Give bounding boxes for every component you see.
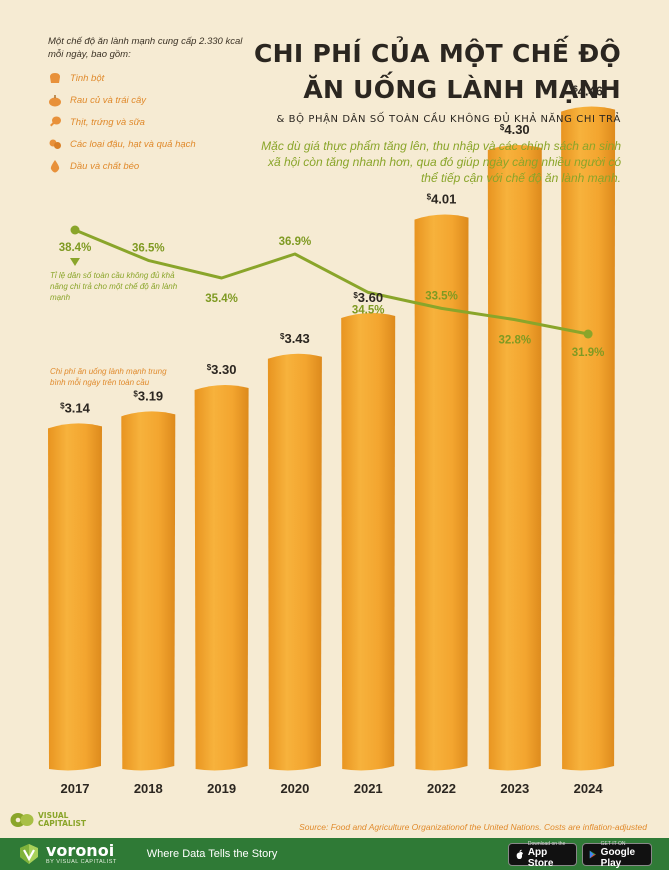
x-tick-label: 2019 [207,781,236,796]
x-tick-label: 2020 [280,781,309,796]
legend-label: Thịt, trứng và sữa [70,116,145,128]
bread-icon [48,71,62,85]
gplay-small: GET IT ON [600,840,626,847]
voronoi-logo-icon [20,844,38,864]
legend-label: Tinh bột [70,72,105,84]
appstore-big: App Store [527,846,554,869]
gplay-big: Google Play [600,846,636,869]
voronoi-brand[interactable]: voronoi BY VISUAL CAPITALIST [18,843,117,865]
x-tick-label: 2017 [61,781,90,796]
x-tick-label: 2021 [354,781,383,796]
line-value-label: 34.5% [352,304,385,316]
x-tick-label: 2022 [427,781,456,796]
brand-name: voronoi [46,841,115,860]
footer-bar: voronoi BY VISUAL CAPITALIST Where Data … [0,838,669,870]
currency-symbol: $ [207,363,212,372]
bar [487,144,542,771]
bar-value-label: $4.30 [500,122,530,137]
legend-item-protein: Thịt, trứng và sữa [48,111,258,133]
currency-symbol: $ [427,193,432,202]
title-line-2: ĂN UỐNG LÀNH MẠNH [303,75,621,104]
line-point [70,225,80,235]
bar-value-label: $3.19 [133,388,163,403]
bar [121,411,176,771]
bar-value-number: 3.30 [211,362,236,377]
brand-sub: BY VISUAL CAPITALIST [46,859,117,865]
bar-value-label: $3.60 [353,290,383,305]
line-value-label: 36.9% [279,236,312,248]
apple-icon [516,849,523,859]
bar-value-number: 4.46 [578,84,603,99]
legend-intro: Một chế độ ăn lành mạnh cung cấp 2.330 k… [48,36,243,60]
legend-label: Rau củ và trái cây [70,94,147,106]
legend-label: Dầu và chất béo [70,160,140,172]
line-value-label: 32.8% [498,335,531,347]
pumpkin-icon [48,93,62,107]
bar-value-label: $3.14 [60,400,91,415]
currency-symbol: $ [280,332,285,341]
google-play-icon [589,850,596,859]
bar-value-number: 3.19 [138,388,163,403]
currency-symbol: $ [573,85,578,94]
line-series [74,228,589,336]
legend-item-starch: Tinh bột [48,67,258,89]
bar [48,423,102,771]
line-value-label: 35.4% [205,293,238,305]
nuts-icon [48,137,62,151]
page-subtitle: & BỘ PHẬN DÂN SỐ TOÀN CẦU KHÔNG ĐỦ KHẢ N… [276,114,621,125]
app-store-button[interactable]: Download on the App Store [508,840,577,869]
line-point [583,329,593,339]
bar [561,106,616,771]
legend: Một chế độ ăn lành mạnh cung cấp 2.330 k… [48,35,258,177]
title-line-1: CHI PHÍ CỦA MỘT CHẾ ĐỘ [254,39,621,68]
oil-drop-icon [48,159,62,173]
appstore-small: Download on the [527,840,566,847]
legend-item-oil: Dầu và chất béo [48,155,258,177]
logo-line-1: VISUAL [38,811,69,820]
bar [194,384,249,771]
bar-value-label: $4.01 [427,192,457,207]
drumstick-icon [48,115,62,129]
currency-symbol: $ [133,389,138,398]
bar [341,312,396,771]
legend-item-vegetables: Rau củ và trái cây [48,89,258,111]
currency-symbol: $ [60,401,65,410]
bar-value-number: 3.60 [358,290,383,305]
legend-item-legumes: Các loại đậu, hạt và quả hạch [48,133,258,155]
line-value-label: 36.5% [132,242,165,254]
chart: $3.14 2017 $3.19 2018 $3.30 2019 $3.43 2020 $3.6… [48,84,616,796]
x-tick-label: 2024 [574,781,604,796]
note-arrow-icon [70,258,80,266]
page-title: CHI PHÍ CỦA MỘT CHẾ ĐỘ ĂN UỐNG LÀNH MẠNH [254,36,621,108]
line-value-label: 33.5% [425,290,458,302]
vc-logo-icon [10,813,34,827]
bar-note: Chi phí ăn uống lành mạnh trung bình mỗi… [50,367,167,387]
x-tick-label: 2023 [500,781,529,796]
line-value-label: 38.4% [59,242,92,254]
logo-line-2: CAPITALIST [38,819,87,828]
currency-symbol: $ [500,123,505,132]
bar-value-label: $3.43 [280,331,310,346]
bar [267,353,322,771]
currency-symbol: $ [353,291,358,300]
tagline: Where Data Tells the Story [146,848,278,860]
visual-capitalist-logo: VISUAL CAPITALIST [10,812,86,828]
legend-label: Các loại đậu, hạt và quả hạch [70,138,196,150]
description: Mặc dù giá thực phẩm tăng lên, thu nhập … [261,139,621,185]
line-value-label: 31.9% [572,347,605,359]
x-tick-label: 2018 [134,781,163,796]
source-note: Source: Food and Agriculture Organizatio… [299,822,647,832]
google-play-button[interactable]: GET IT ON Google Play [582,840,652,869]
line-note: Tỉ lệ dân số toàn cầu không đủ khả năng … [50,271,178,302]
bar-value-number: 3.43 [284,331,309,346]
bar-value-label: $3.30 [207,362,237,377]
bar-value-label: $4.46 [573,84,603,99]
bar [414,214,469,771]
bar-value-number: 4.30 [504,122,529,137]
bar-value-number: 3.14 [65,400,91,415]
bar-value-number: 4.01 [431,192,456,207]
